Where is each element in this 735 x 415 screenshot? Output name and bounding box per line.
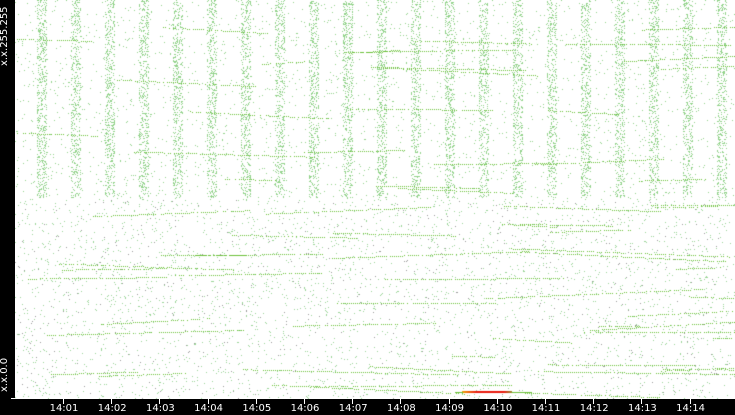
x-tick-label: 14:07 xyxy=(338,403,368,414)
x-tick xyxy=(159,399,161,404)
x-tick xyxy=(641,399,643,404)
plot-area[interactable] xyxy=(15,0,735,399)
x-tick-label: 14:01 xyxy=(49,403,79,414)
x-tick-label: 14:06 xyxy=(290,403,320,414)
x-tick xyxy=(545,399,546,404)
x-tick-label: 14:10 xyxy=(483,403,513,414)
x-axis: 14:01 14:02 14:03 14:04 14:05 14:06 14:07 14:08… xyxy=(0,399,735,415)
x-tick-label: 14:08 xyxy=(386,403,416,414)
x-tick xyxy=(448,399,450,404)
x-tick xyxy=(352,399,354,404)
x-tick-label: 14:09 xyxy=(435,403,465,414)
x-tick xyxy=(111,399,113,404)
x-tick xyxy=(207,399,209,404)
y-tick-label-top: x.x.255.255 xyxy=(0,6,10,66)
x-tick xyxy=(689,399,691,404)
x-tick xyxy=(63,399,64,404)
x-tick xyxy=(304,399,305,404)
x-tick-label: 14:04 xyxy=(194,403,224,414)
x-tick-label: 14:13 xyxy=(627,403,657,414)
x-tick-label: 14:03 xyxy=(145,403,175,414)
x-tick-label: 14:12 xyxy=(579,403,609,414)
x-tick-label: 14:02 xyxy=(97,403,127,414)
x-tick-label: 14:11 xyxy=(531,403,561,414)
x-tick-label: 14:14 xyxy=(676,403,706,414)
y-tick-label-bottom: x.x.0.0 xyxy=(0,357,10,392)
x-tick xyxy=(255,399,257,404)
x-tick-label: 14:05 xyxy=(242,403,272,414)
x-tick xyxy=(400,399,402,404)
x-tick xyxy=(593,399,595,404)
x-tick xyxy=(496,399,498,404)
scatter-points xyxy=(15,0,735,399)
y-tick xyxy=(11,398,15,399)
